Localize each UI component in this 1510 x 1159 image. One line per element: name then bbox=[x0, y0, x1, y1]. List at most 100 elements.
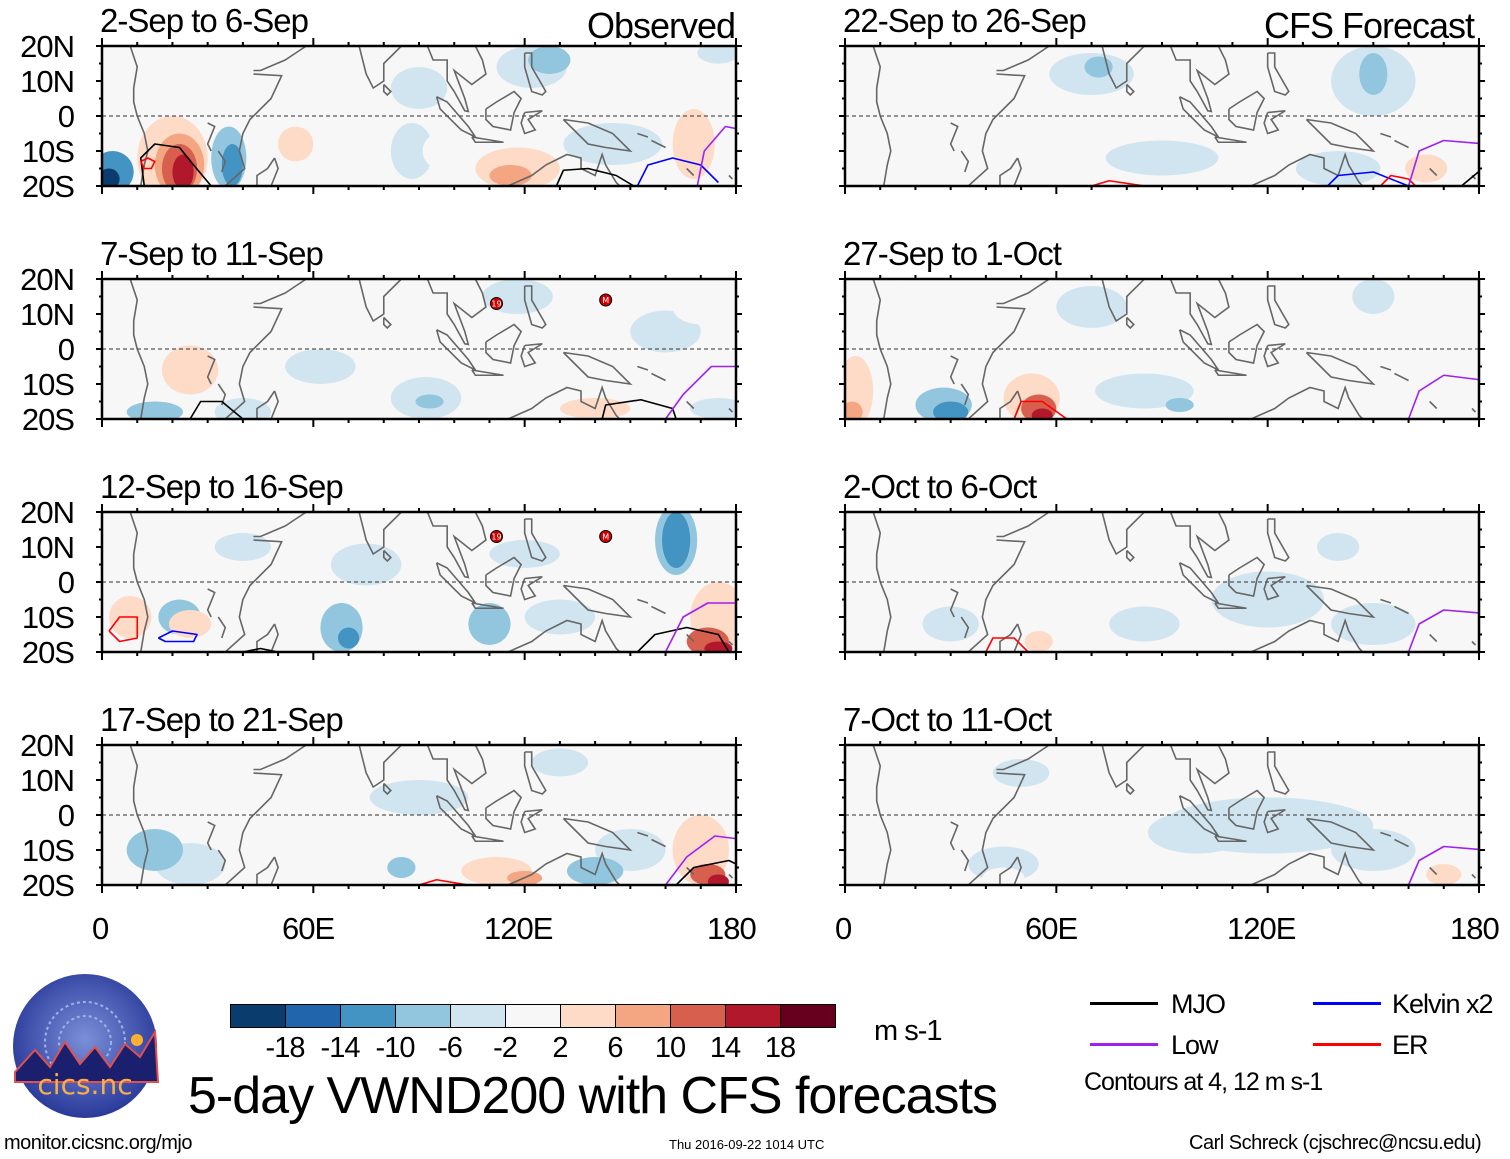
coastline bbox=[1394, 838, 1409, 848]
anomaly-region bbox=[1024, 631, 1053, 652]
coastline bbox=[505, 384, 621, 419]
coastline bbox=[520, 342, 543, 368]
anomaly-region bbox=[278, 296, 349, 332]
anomaly-region bbox=[327, 762, 370, 784]
coastline bbox=[651, 838, 666, 848]
lat-label: 20N bbox=[20, 495, 75, 530]
map-svg: 19 M bbox=[96, 504, 742, 660]
colorbar-label: -14 bbox=[320, 1032, 361, 1064]
anomaly-region bbox=[330, 543, 402, 586]
contour-mjo bbox=[1460, 170, 1479, 186]
footer-timestamp: Thu 2016-09-22 1014 UTC bbox=[669, 1137, 825, 1152]
coastline bbox=[1266, 285, 1290, 329]
anomaly-region bbox=[285, 349, 356, 384]
contour-low bbox=[1407, 374, 1479, 419]
anomaly-region bbox=[133, 522, 176, 558]
coastline bbox=[949, 122, 959, 152]
anomaly-region bbox=[707, 874, 729, 885]
legend-mjo-line bbox=[1090, 1002, 1158, 1005]
coastline bbox=[1214, 369, 1247, 377]
colorbar-cell bbox=[670, 1004, 726, 1028]
coastline bbox=[471, 136, 504, 144]
anomaly-region bbox=[704, 641, 733, 652]
coastline bbox=[686, 167, 695, 177]
lat-label: 10N bbox=[20, 297, 75, 332]
coastline bbox=[562, 584, 633, 619]
panel-title: 27-Sep to 1-Oct bbox=[843, 235, 1062, 272]
lat-label: 10S bbox=[21, 833, 75, 868]
contour-mjo bbox=[189, 400, 244, 419]
coastline bbox=[485, 556, 523, 597]
cics-logo: cics.nc bbox=[13, 974, 160, 1118]
coastline bbox=[505, 850, 621, 885]
coastline bbox=[1305, 118, 1376, 153]
anomaly-region bbox=[862, 70, 934, 127]
coastline bbox=[651, 605, 666, 615]
anomaly-region bbox=[697, 46, 736, 64]
coastline bbox=[967, 306, 1026, 419]
anomaly-region bbox=[1295, 151, 1381, 186]
contour-er bbox=[418, 878, 469, 885]
coastline bbox=[949, 588, 959, 618]
anomaly-region bbox=[369, 780, 469, 815]
legend-low-line bbox=[1090, 1043, 1158, 1046]
lon-label-left-180: 180 bbox=[707, 911, 757, 946]
storm-label: 19 bbox=[491, 533, 501, 542]
colorbar-cell bbox=[450, 1004, 506, 1028]
anomaly-region bbox=[566, 857, 624, 885]
lat-label: 20S bbox=[21, 402, 75, 437]
contour-low bbox=[696, 125, 736, 186]
anomaly-region bbox=[419, 585, 490, 614]
contour-mjo bbox=[555, 167, 635, 186]
anomaly-region bbox=[1031, 408, 1053, 419]
coastline bbox=[1380, 132, 1392, 138]
coastline bbox=[637, 598, 649, 604]
coastline bbox=[562, 351, 633, 386]
colorbar-label: -6 bbox=[438, 1032, 463, 1064]
anomaly-region bbox=[468, 603, 511, 645]
anomaly-region bbox=[168, 610, 212, 638]
lon-label-right-120e: 120E bbox=[1227, 911, 1296, 946]
coastline bbox=[1263, 109, 1286, 135]
coastline bbox=[1013, 856, 1022, 885]
anomaly-region bbox=[531, 748, 589, 777]
anomaly-region bbox=[690, 398, 736, 419]
contour-note: Contours at 4, 12 m s-1 bbox=[1084, 1068, 1323, 1096]
anomaly-region bbox=[922, 606, 979, 642]
anomaly-region bbox=[887, 282, 944, 332]
coastline bbox=[270, 157, 279, 186]
coastline bbox=[217, 849, 227, 872]
anomaly-region bbox=[1316, 533, 1360, 561]
coastline bbox=[1429, 633, 1438, 643]
map-panel: 19 M bbox=[96, 504, 742, 660]
legend-low-label: Low bbox=[1171, 1030, 1219, 1060]
coastline bbox=[1013, 157, 1022, 186]
colorbar-cell bbox=[560, 1004, 616, 1028]
anomaly-region bbox=[992, 759, 1050, 787]
coastline bbox=[471, 369, 504, 377]
legend-kelvin-line bbox=[1313, 1002, 1381, 1005]
coastline bbox=[949, 821, 959, 851]
colorbar-label: 14 bbox=[709, 1032, 741, 1064]
anomaly-region bbox=[161, 345, 219, 395]
anomaly-region bbox=[1366, 512, 1451, 551]
footer-url[interactable]: monitor.cicsnc.org/mjo bbox=[4, 1132, 192, 1154]
anomaly-region bbox=[1095, 373, 1194, 409]
coastline bbox=[1125, 549, 1135, 563]
map-panel bbox=[96, 737, 742, 893]
coastline bbox=[960, 150, 970, 173]
anomaly-region bbox=[672, 109, 715, 179]
coastline bbox=[224, 772, 283, 885]
lon-label-right-0: 0 bbox=[835, 911, 852, 946]
lat-label: 20N bbox=[20, 29, 75, 64]
coastline bbox=[1305, 584, 1376, 619]
coastline bbox=[1248, 850, 1364, 885]
coastline bbox=[562, 817, 633, 852]
anomaly-region bbox=[662, 512, 691, 568]
coastline bbox=[728, 174, 734, 180]
colorbar-label: 18 bbox=[764, 1032, 796, 1064]
anomaly-region bbox=[172, 154, 194, 186]
coastline bbox=[999, 856, 1019, 885]
coastline bbox=[224, 73, 283, 186]
colorbar-label: 6 bbox=[607, 1032, 623, 1064]
